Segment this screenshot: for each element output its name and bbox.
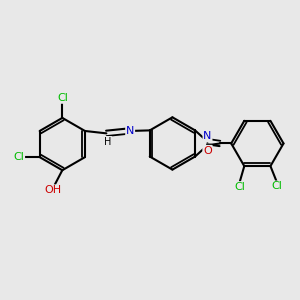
- Text: H: H: [104, 137, 112, 147]
- Text: Cl: Cl: [234, 182, 245, 192]
- Text: Cl: Cl: [14, 152, 24, 162]
- Text: Cl: Cl: [57, 93, 68, 103]
- Text: N: N: [203, 131, 212, 141]
- Text: N: N: [126, 126, 134, 136]
- Text: OH: OH: [45, 185, 62, 195]
- Text: Cl: Cl: [272, 181, 282, 191]
- Text: O: O: [203, 146, 212, 156]
